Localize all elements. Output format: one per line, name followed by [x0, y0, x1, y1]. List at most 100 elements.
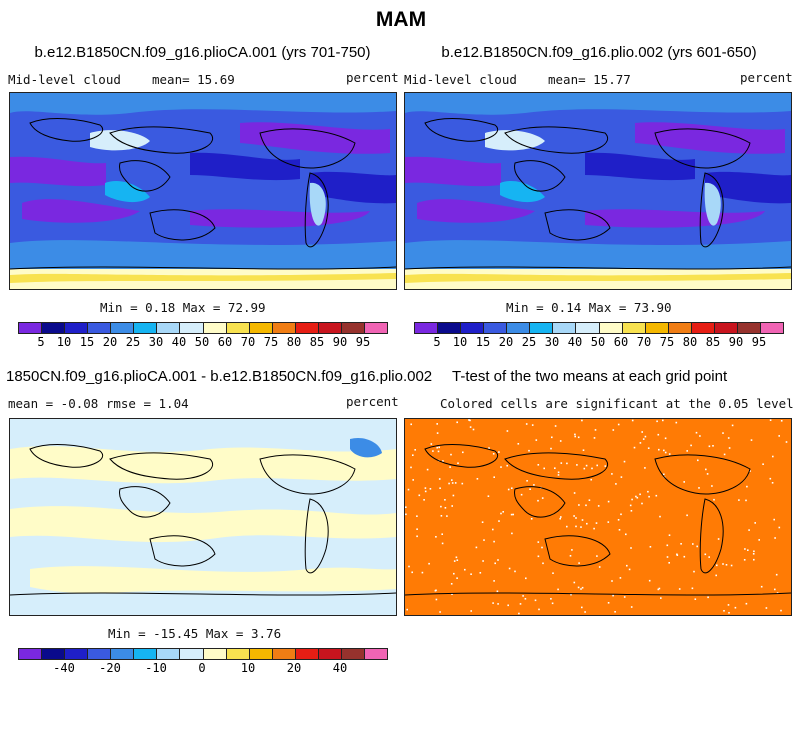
non-significant-cell — [537, 499, 539, 502]
non-significant-cell — [456, 577, 458, 579]
non-significant-cell — [462, 451, 464, 454]
non-significant-cell — [660, 597, 662, 599]
non-significant-cell — [405, 506, 407, 508]
panel-2-colorbar-label: 70 — [636, 335, 652, 349]
panel-1-colorbar-label: 30 — [148, 335, 164, 349]
non-significant-cell — [715, 574, 717, 577]
non-significant-cell — [664, 437, 667, 440]
non-significant-cell — [612, 594, 614, 597]
non-significant-cell — [506, 464, 508, 467]
non-significant-cell — [559, 440, 562, 442]
non-significant-cell — [762, 463, 764, 465]
panel-1-colorbar-swatch — [88, 323, 112, 333]
non-significant-cell — [648, 495, 650, 498]
non-significant-cell — [580, 526, 582, 528]
panel-2-colorbar-label: 20 — [498, 335, 514, 349]
non-significant-cell — [573, 515, 575, 517]
panel-3-colorbar-swatch — [88, 649, 112, 659]
non-significant-cell — [695, 431, 698, 434]
panel-1-colorbar-label: 20 — [102, 335, 118, 349]
non-significant-cell — [607, 500, 610, 503]
non-significant-cell — [525, 423, 528, 425]
non-significant-cell — [631, 419, 634, 422]
non-significant-cell — [686, 514, 688, 517]
non-significant-cell — [644, 435, 647, 438]
non-significant-cell — [639, 442, 642, 444]
panel-1-colorbar-label: 50 — [194, 335, 210, 349]
panel-1-colorbar-label: 15 — [79, 335, 95, 349]
non-significant-cell — [785, 441, 788, 443]
non-significant-cell — [727, 437, 730, 439]
non-significant-cell — [723, 453, 726, 456]
non-significant-cell — [631, 498, 633, 501]
non-significant-cell — [769, 419, 772, 421]
non-significant-cell — [442, 460, 444, 462]
non-significant-cell — [537, 464, 540, 466]
panel-2-colorbar-swatch — [461, 323, 485, 333]
non-significant-cell — [630, 547, 632, 549]
non-significant-cell — [666, 544, 669, 547]
non-significant-cell — [591, 467, 593, 470]
non-significant-cell — [773, 518, 775, 521]
non-significant-cell — [498, 451, 500, 453]
non-significant-cell — [508, 567, 511, 570]
non-significant-cell — [774, 537, 776, 539]
panel-3-colorbar-swatch — [272, 649, 296, 659]
non-significant-cell — [578, 562, 580, 564]
panel-2-colorbar-swatch — [714, 323, 738, 333]
panel-2-colorbar-swatch — [484, 323, 508, 333]
non-significant-cell — [566, 525, 568, 528]
non-significant-cell — [586, 522, 588, 525]
non-significant-cell — [550, 598, 552, 600]
non-significant-cell — [560, 516, 562, 518]
non-significant-cell — [468, 419, 470, 421]
non-significant-cell — [481, 521, 484, 523]
panel-1-colorbar-label: 40 — [171, 335, 187, 349]
non-significant-cell — [493, 476, 495, 478]
non-significant-cell — [656, 420, 658, 423]
non-significant-cell — [607, 521, 610, 523]
non-significant-cell — [760, 585, 763, 588]
panel-2-map-svg — [405, 93, 791, 289]
non-significant-cell — [708, 556, 710, 558]
non-significant-cell — [559, 517, 561, 520]
non-significant-cell — [511, 487, 513, 489]
non-significant-cell — [716, 564, 718, 567]
non-significant-cell — [426, 468, 429, 471]
non-significant-cell — [424, 490, 427, 493]
non-significant-cell — [754, 522, 756, 524]
non-significant-cell — [647, 490, 649, 493]
panel-1-colorbar-label: 95 — [355, 335, 371, 349]
non-significant-cell — [492, 602, 494, 604]
non-significant-cell — [775, 573, 778, 576]
non-significant-cell — [575, 525, 577, 528]
non-significant-cell — [438, 446, 440, 449]
non-significant-cell — [436, 432, 439, 434]
non-significant-cell — [641, 502, 643, 505]
panel-4-map — [404, 418, 792, 616]
panel-2-colorbar-label: 90 — [728, 335, 744, 349]
panel-2-colorbar-swatch — [645, 323, 669, 333]
non-significant-cell — [625, 533, 627, 536]
panel-1-colorbar-labels: 5 10 15 20 25 30 40 50 60 70 75 80 85 90 95 — [18, 335, 386, 349]
non-significant-cell — [537, 541, 540, 543]
non-significant-cell — [455, 556, 458, 559]
non-significant-cell — [657, 433, 660, 436]
panel-4-title: T-test of the two means at each grid poi… — [452, 368, 728, 385]
non-significant-cell — [753, 558, 755, 561]
panel-3-colorbar-label: 10 — [240, 661, 256, 675]
non-significant-cell — [628, 568, 631, 571]
non-significant-cell — [692, 543, 694, 545]
panel-1-colorbar-swatch — [249, 323, 273, 333]
non-significant-cell — [476, 478, 479, 480]
non-significant-cell — [706, 473, 709, 475]
non-significant-cell — [552, 572, 554, 574]
panel-3-colorbar-label: -10 — [145, 661, 167, 675]
non-significant-cell — [497, 559, 499, 561]
non-significant-cell — [596, 555, 598, 557]
non-significant-cell — [642, 438, 645, 440]
non-significant-cell — [469, 426, 472, 428]
non-significant-cell — [557, 588, 559, 591]
non-significant-cell — [517, 443, 520, 445]
non-significant-cell — [629, 504, 632, 507]
